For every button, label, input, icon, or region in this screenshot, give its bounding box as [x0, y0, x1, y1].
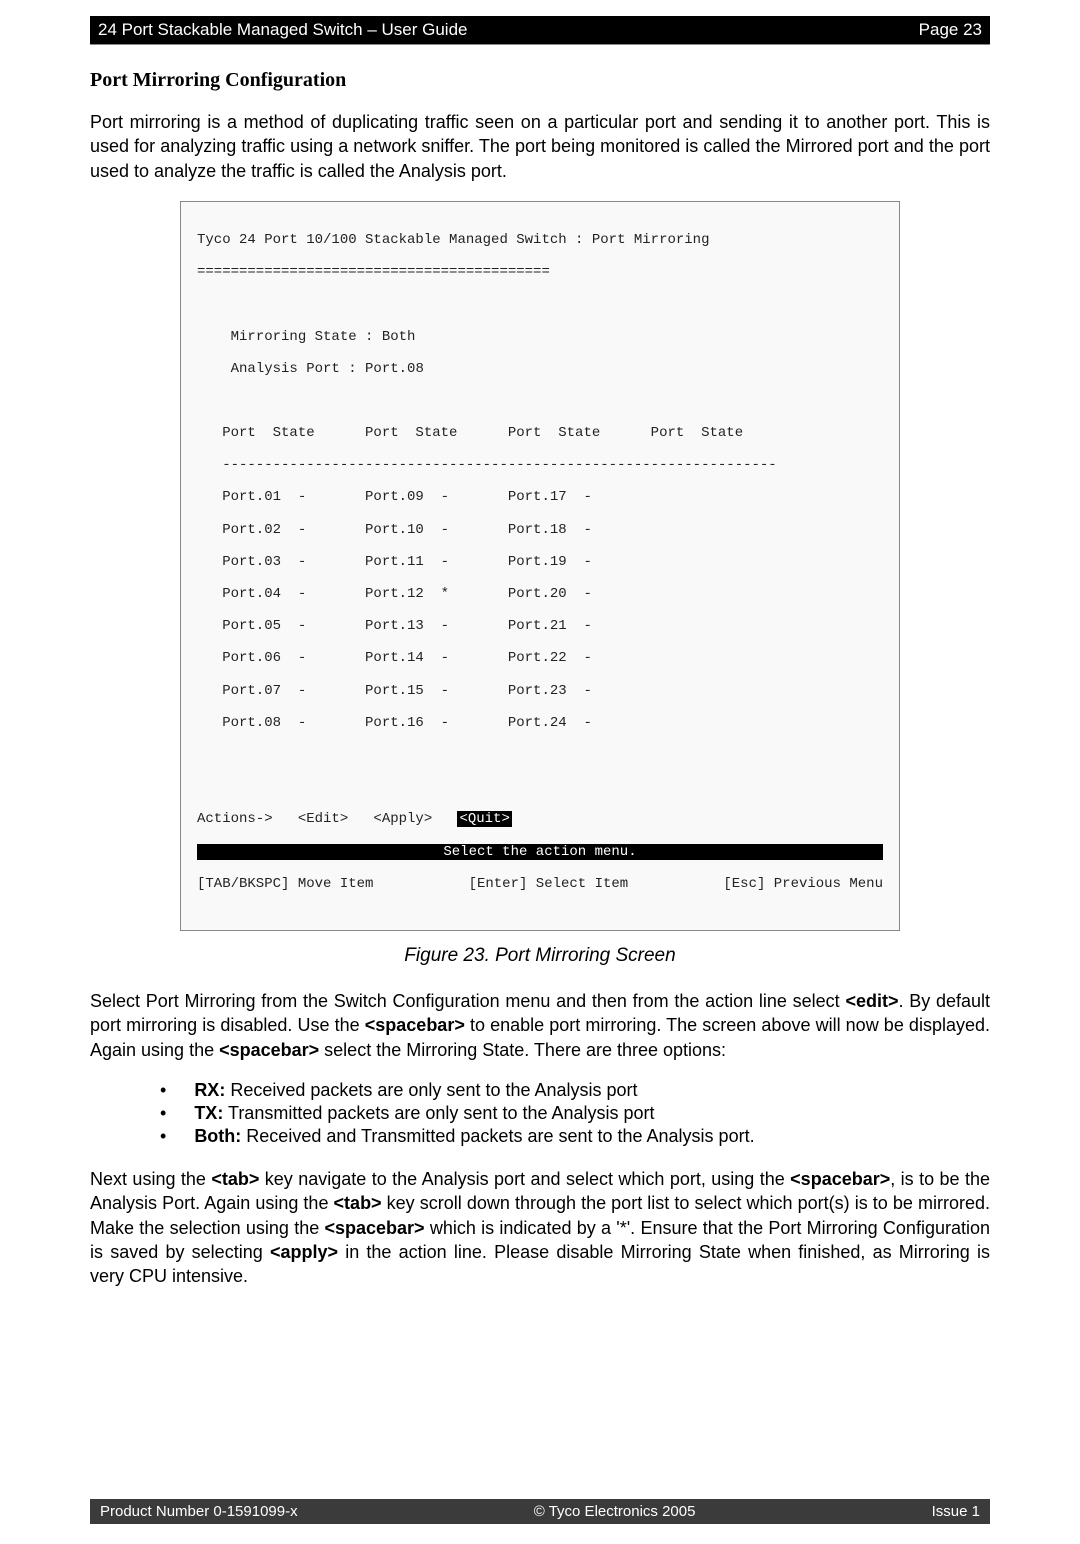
term-quit-highlight: <Quit> — [457, 811, 511, 827]
page-content: Port Mirroring Configuration Port mirror… — [0, 45, 1080, 1288]
options-list: RX: Received packets are only sent to th… — [160, 1080, 990, 1147]
term-col-divider: ----------------------------------------… — [197, 457, 883, 473]
term-col-header: Port State Port State Port State Port St… — [197, 425, 883, 441]
term-row: Port.08 - Port.16 - Port.24 - — [197, 715, 883, 731]
term-row: Port.06 - Port.14 - Port.22 - — [197, 650, 883, 666]
term-blank3 — [197, 747, 883, 763]
terminal-wrap: Tyco 24 Port 10/100 Stackable Managed Sw… — [90, 201, 990, 931]
term-actions: Actions-> <Edit> <Apply> <Quit> — [197, 811, 883, 827]
section-title: Port Mirroring Configuration — [90, 69, 990, 92]
figure-caption: Figure 23. Port Mirroring Screen — [90, 945, 990, 967]
term-blank4 — [197, 779, 883, 795]
list-item: Both: Received and Transmitted packets a… — [160, 1126, 990, 1147]
header-left: 24 Port Stackable Managed Switch – User … — [98, 20, 467, 40]
term-row: Port.05 - Port.13 - Port.21 - — [197, 618, 883, 634]
term-state1: Mirroring State : Both — [197, 329, 883, 345]
term-bottom-left: [TAB/BKSPC] Move Item — [197, 876, 373, 892]
footer-mid: © Tyco Electronics 2005 — [534, 1503, 696, 1520]
term-blank — [197, 296, 883, 312]
term-divider: ========================================… — [197, 264, 883, 280]
term-bottom: [TAB/BKSPC] Move Item [Enter] Select Item… — [197, 876, 883, 892]
footer-bar: Product Number 0-1591099-x © Tyco Electr… — [90, 1499, 990, 1524]
term-blank2 — [197, 393, 883, 409]
term-row: Port.01 - Port.09 - Port.17 - — [197, 489, 883, 505]
term-row: Port.03 - Port.11 - Port.19 - — [197, 554, 883, 570]
term-row: Port.07 - Port.15 - Port.23 - — [197, 683, 883, 699]
list-item: RX: Received packets are only sent to th… — [160, 1080, 990, 1101]
header-bar: 24 Port Stackable Managed Switch – User … — [90, 16, 990, 45]
term-bottom-right: [Esc] Previous Menu — [723, 876, 883, 892]
term-row: Port.02 - Port.10 - Port.18 - — [197, 522, 883, 538]
paragraph-2: Select Port Mirroring from the Switch Co… — [90, 989, 990, 1062]
term-row: Port.04 - Port.12 * Port.20 - — [197, 586, 883, 602]
term-title: Tyco 24 Port 10/100 Stackable Managed Sw… — [197, 232, 883, 248]
footer-left: Product Number 0-1591099-x — [100, 1503, 298, 1520]
footer-right: Issue 1 — [932, 1503, 980, 1520]
list-item: TX: Transmitted packets are only sent to… — [160, 1103, 990, 1124]
term-state2: Analysis Port : Port.08 — [197, 361, 883, 377]
term-bottom-mid: [Enter] Select Item — [469, 876, 629, 892]
paragraph-3: Next using the <tab> key navigate to the… — [90, 1167, 990, 1288]
intro-paragraph: Port mirroring is a method of duplicatin… — [90, 110, 990, 183]
terminal-screenshot: Tyco 24 Port 10/100 Stackable Managed Sw… — [180, 201, 900, 931]
header-right: Page 23 — [919, 20, 982, 40]
term-status: Select the action menu. — [197, 844, 883, 860]
term-status-text: Select the action menu. — [197, 844, 883, 860]
